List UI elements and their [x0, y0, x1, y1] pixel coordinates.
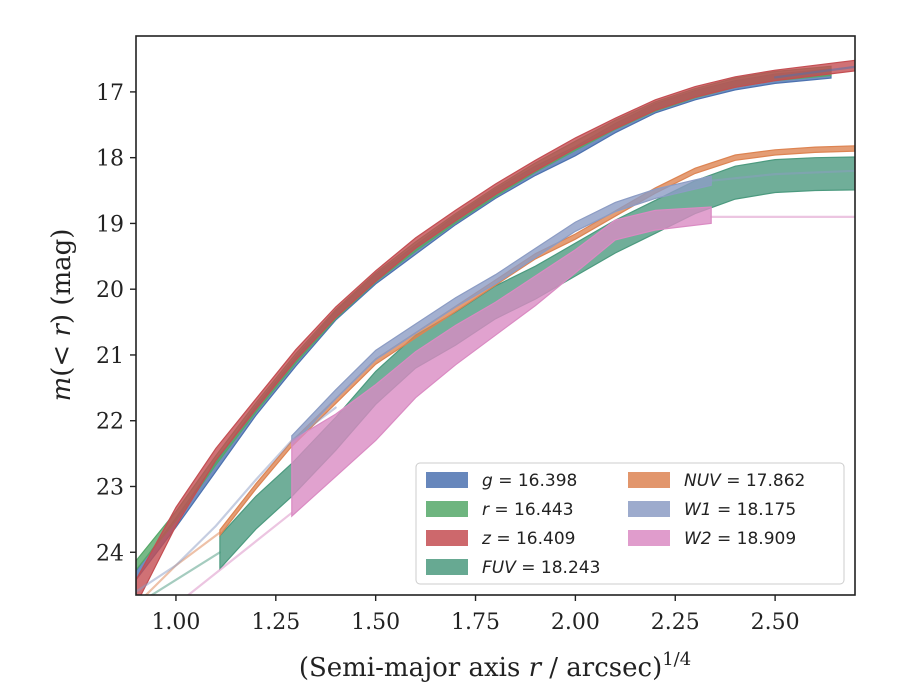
- x-tick-label: 1.25: [251, 610, 300, 635]
- x-axis-label: (Semi-major axis r / arcsec)1/4: [299, 649, 691, 683]
- y-axis-label: m(< r) (mag): [47, 229, 77, 402]
- y-tick-label: 24: [96, 541, 124, 566]
- legend-swatch-w1: [628, 501, 670, 517]
- y-tick-label: 18: [96, 147, 124, 172]
- x-tick-label: 2.25: [651, 610, 700, 635]
- y-tick-label: 19: [96, 212, 124, 237]
- x-axis-ticks: 1.00 1.25 1.50 1.75 2.00 2.25 2.50: [151, 595, 800, 635]
- z-band: [136, 59, 855, 595]
- x-tick-label: 1.00: [151, 610, 200, 635]
- legend-swatch-fuv: [426, 559, 468, 575]
- y-tick-label: 23: [96, 475, 124, 500]
- y-tick-label: 17: [96, 81, 124, 106]
- x-tick-label: 1.75: [451, 610, 500, 635]
- x-tick-label: 1.50: [351, 610, 400, 635]
- y-tick-label: 22: [96, 410, 124, 435]
- y-tick-label: 20: [96, 278, 124, 303]
- series-lines: [136, 65, 855, 595]
- fuv-extrapolation-line: [149, 551, 221, 595]
- legend: g = 16.398 r = 16.443 z = 16.409 FUV = 18.2…: [415, 462, 845, 585]
- y-axis-ticks: 17 18 19 20 21 22 23 24: [96, 81, 136, 566]
- legend-label-nuv: NUV = 17.862: [684, 471, 805, 491]
- w1-band: [291, 175, 712, 447]
- legend-label-z: z = 16.409: [481, 529, 575, 549]
- legend-box: [415, 462, 845, 585]
- legend-swatch-g: [426, 472, 468, 488]
- legend-swatch-nuv: [628, 472, 670, 488]
- legend-label-g: g = 16.398: [482, 471, 577, 491]
- y-tick-label: 21: [96, 344, 124, 369]
- legend-swatch-z: [426, 530, 468, 546]
- x-tick-label: 2.50: [751, 610, 800, 635]
- x-tick-label: 2.00: [551, 610, 600, 635]
- w2-band: [291, 206, 712, 518]
- legend-label-fuv: FUV = 18.243: [482, 558, 600, 578]
- legend-swatch-w2: [628, 530, 670, 546]
- legend-label-w2: W2 = 18.909: [684, 529, 796, 549]
- w2-extrapolation-line: [186, 511, 293, 595]
- w1-extrapolation-line-right: [710, 169, 855, 182]
- g-extrapolation-line: [774, 65, 855, 79]
- legend-swatch-r: [426, 501, 468, 517]
- legend-label-r: r = 16.443: [482, 500, 574, 520]
- plot-frame: [135, 35, 856, 596]
- legend-label-w1: W1 = 18.175: [684, 500, 796, 520]
- series-bands: [136, 59, 855, 595]
- w1-extrapolation-line: [136, 406, 337, 593]
